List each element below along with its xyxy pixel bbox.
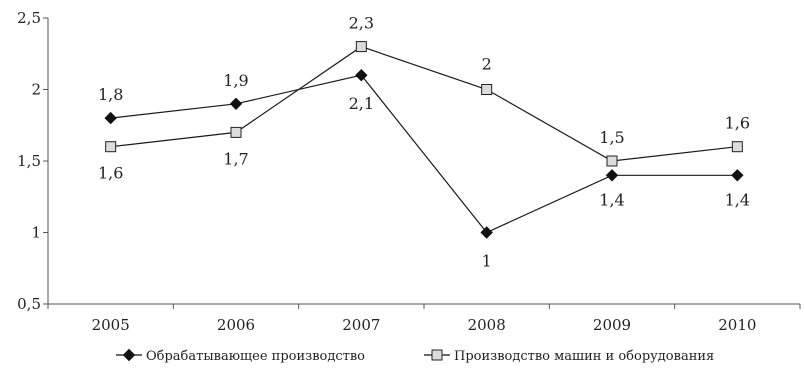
x-tick-label: 2006	[217, 316, 255, 334]
series-line-square	[110, 45, 738, 162]
legend-label: Производство машин и оборудования	[454, 349, 714, 364]
point-square	[606, 155, 618, 167]
series-line-diamond	[110, 74, 738, 234]
x-tick-label: 2007	[342, 316, 380, 334]
x-tick-label: 2010	[718, 316, 756, 334]
data-labels: 1,8 1,9 2,1 1 1,4 1,4 1,6 1,7 2,3 2 1,5 1,6	[98, 14, 750, 271]
point-diamond	[104, 111, 117, 125]
point-diamond	[731, 169, 744, 182]
point-square	[230, 126, 242, 138]
data-label: 1,5	[599, 128, 624, 147]
data-label: 1,8	[98, 85, 123, 104]
legend-marker-diamond	[122, 348, 136, 362]
y-tick-label: 1,5	[17, 152, 41, 170]
x-tick-label: 2008	[468, 316, 506, 334]
axes: 0,5 1 1,5 2 2,5 2005 2006 2007 2008 2009 2010	[17, 9, 801, 334]
data-label: 1,9	[223, 71, 248, 90]
data-label: 1,7	[223, 149, 248, 168]
x-tick-label: 2009	[593, 316, 631, 334]
point-diamond	[480, 226, 493, 239]
point-square	[105, 141, 117, 153]
point-diamond	[355, 68, 368, 82]
y-tick-label: 1	[31, 224, 41, 242]
point-square	[481, 84, 493, 95]
data-label: 1,6	[98, 164, 123, 183]
data-label: 1,4	[725, 190, 750, 209]
legend-marker-square	[431, 349, 443, 361]
data-label: 1,4	[599, 190, 624, 209]
x-tick-label: 2005	[92, 316, 130, 334]
data-label: 2,1	[349, 94, 374, 113]
data-label: 1	[482, 252, 492, 271]
legend: Обрабатывающее производство Производство …	[116, 348, 714, 364]
series-lines	[104, 41, 744, 239]
point-diamond	[605, 169, 619, 182]
y-tick-label: 2	[31, 81, 41, 99]
y-tick-label: 0,5	[17, 295, 41, 313]
point-diamond	[229, 97, 243, 111]
legend-label: Обрабатывающее производство	[146, 349, 365, 364]
point-square	[355, 41, 367, 53]
data-label: 2	[482, 55, 492, 74]
point-square	[731, 141, 743, 153]
y-tick-label: 2,5	[17, 9, 41, 27]
data-label: 1,6	[725, 114, 750, 133]
data-label: 2,3	[349, 14, 374, 33]
